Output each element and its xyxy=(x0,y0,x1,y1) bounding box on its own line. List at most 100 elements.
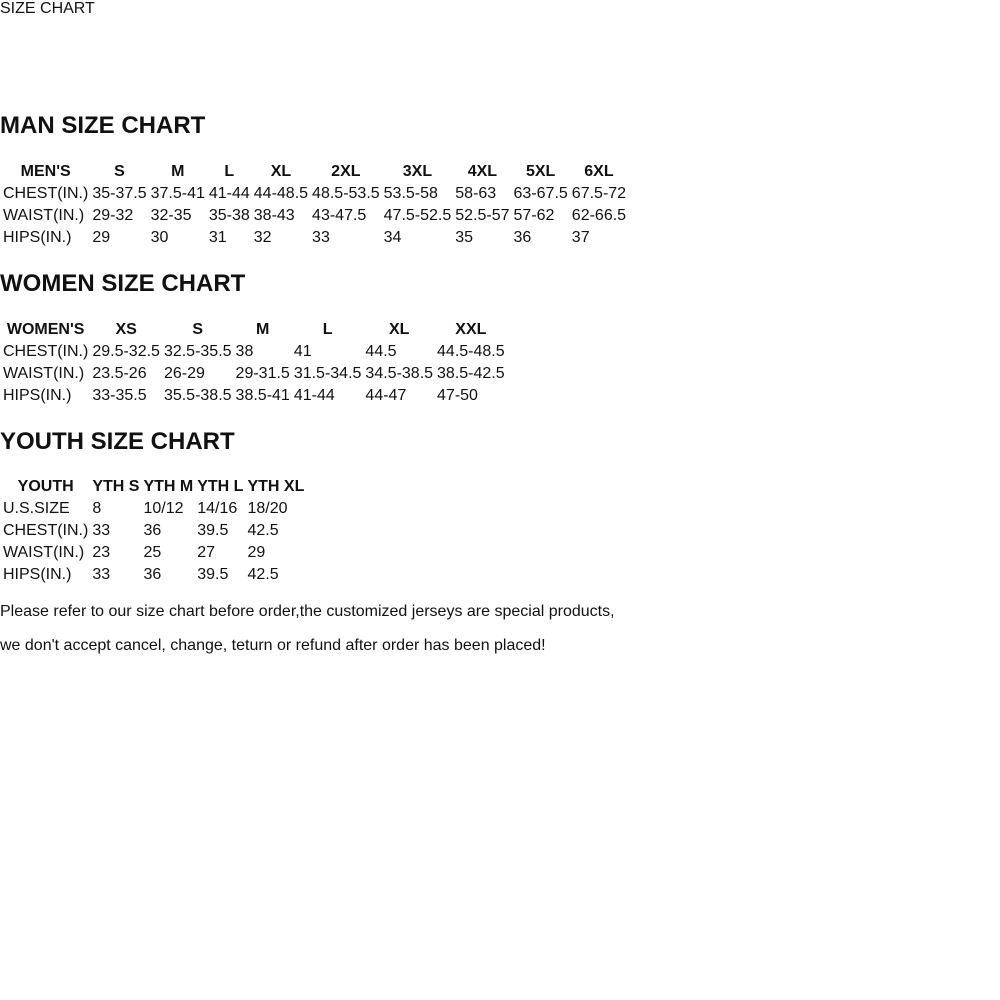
value-cell: 38 xyxy=(235,342,254,360)
size-column-header: S xyxy=(192,320,204,338)
size-column-header: 3XL xyxy=(402,162,433,180)
row-label-cell: HIPS(IN.) xyxy=(3,386,72,404)
value-cell: 33 xyxy=(92,522,111,540)
value-cell: 43-47.5 xyxy=(312,206,367,224)
value-cell: 35-38 xyxy=(208,206,250,224)
size-column-header: YTH L xyxy=(197,478,244,496)
table-title-cell: MEN'S xyxy=(20,162,71,180)
row-label-cell: CHEST(IN.) xyxy=(3,184,89,202)
women-size-chart-heading: WOMEN SIZE CHART xyxy=(0,269,246,297)
value-cell: 36 xyxy=(143,522,162,540)
value-cell: 31 xyxy=(208,228,227,246)
value-cell: 32-35 xyxy=(150,206,192,224)
value-cell: 33 xyxy=(92,566,111,584)
mens-table-container: MEN'S S M L XL 2XL 3XL 4XL 5XL 6XL CHEST(IN.) 35-37… xyxy=(0,160,1000,250)
value-cell: 47.5-52.5 xyxy=(383,206,452,224)
measurement-row: HIPS(IN.) 33 36 39.5 42.5 xyxy=(2,565,305,585)
measurement-row: WAIST(IN.) 23 25 27 29 xyxy=(2,543,305,563)
size-column-header: XL xyxy=(270,162,292,180)
value-cell: 10/12 xyxy=(143,500,184,518)
size-column-header: 2XL xyxy=(331,162,361,180)
value-cell: 32 xyxy=(253,228,272,246)
measurement-row: CHEST(IN.) 35-37.5 37.5-41 41-44 44-48.5 48.5… xyxy=(2,184,627,204)
row-label-cell: HIPS(IN.) xyxy=(3,228,72,246)
page-title: SIZE CHART xyxy=(0,0,95,17)
size-column-header: S xyxy=(114,162,125,180)
value-cell: 67.5-72 xyxy=(571,184,627,202)
value-cell: 31.5-34.5 xyxy=(293,364,362,382)
size-column-header: M xyxy=(171,162,185,180)
value-cell: 53.5-58 xyxy=(383,184,438,202)
value-cell: 63-67.5 xyxy=(513,184,568,202)
value-cell: 25 xyxy=(143,544,162,562)
measurement-row: WAIST(IN.) 23.5-26 26-29 29-31.5 31.5-34.5 34… xyxy=(2,364,506,384)
size-column-header: 5XL xyxy=(525,162,556,180)
size-column-header: YTH M xyxy=(143,478,194,496)
size-column-header: M xyxy=(256,320,270,338)
value-cell: 37.5-41 xyxy=(150,184,205,202)
size-chart-banner: SIZE CHART xyxy=(0,0,1000,92)
value-cell: 33-35.5 xyxy=(92,386,147,404)
table-title-cell: YOUTH xyxy=(17,478,74,496)
value-cell: 8 xyxy=(92,500,102,518)
row-label-cell: U.S.SIZE xyxy=(3,500,70,518)
value-cell: 44-47 xyxy=(365,386,407,404)
measurement-row: HIPS(IN.) 29 30 31 32 33 34 35 36 37 xyxy=(2,228,627,248)
header-row: WOMEN'S XS S M L XL XXL xyxy=(2,320,506,340)
value-cell: 30 xyxy=(150,228,169,246)
value-cell: 57-62 xyxy=(513,206,555,224)
row-label-cell: WAIST(IN.) xyxy=(3,364,85,382)
youth-size-chart-heading: YOUTH SIZE CHART xyxy=(0,427,235,455)
size-column-header: XL xyxy=(389,320,410,338)
order-notice: Please refer to our size chart before or… xyxy=(0,587,1000,671)
value-cell: 38.5-41 xyxy=(235,386,290,404)
value-cell: 52.5-57 xyxy=(455,206,510,224)
value-cell: 36 xyxy=(513,228,532,246)
measurement-row: HIPS(IN.) 33-35.5 35.5-38.5 38.5-41 41-44 44-… xyxy=(2,386,506,406)
header-row: YOUTH YTH S YTH M YTH L YTH XL xyxy=(2,477,305,497)
value-cell: 44.5-48.5 xyxy=(437,342,505,360)
value-cell: 27 xyxy=(197,544,216,562)
value-cell: 37 xyxy=(571,228,590,246)
value-cell: 47-50 xyxy=(437,386,478,404)
row-label-cell: HIPS(IN.) xyxy=(3,566,72,584)
row-label-cell: WAIST(IN.) xyxy=(3,544,85,562)
value-cell: 29 xyxy=(247,544,266,562)
measurement-row: CHEST(IN.) 29.5-32.5 32.5-35.5 38 41 44.5 44.5… xyxy=(2,342,506,362)
measurement-row: CHEST(IN.) 33 36 39.5 42.5 xyxy=(2,521,305,541)
value-cell: 34.5-38.5 xyxy=(365,364,434,382)
value-cell: 29-32 xyxy=(92,206,134,224)
order-notice-line2: we don't accept cancel, change, teturn o… xyxy=(0,637,546,655)
row-label-cell: CHEST(IN.) xyxy=(3,342,89,360)
value-cell: 29 xyxy=(92,228,111,246)
value-cell: 18/20 xyxy=(247,500,288,518)
size-column-header: XS xyxy=(115,320,137,338)
value-cell: 23.5-26 xyxy=(92,364,147,382)
value-cell: 44.5 xyxy=(365,342,397,360)
size-column-header: L xyxy=(224,162,235,180)
value-cell: 39.5 xyxy=(197,566,229,584)
value-cell: 38-43 xyxy=(253,206,295,224)
header-row: MEN'S S M L XL 2XL 3XL 4XL 5XL 6XL xyxy=(2,162,627,182)
size-column-header: 6XL xyxy=(584,162,614,180)
value-cell: 42.5 xyxy=(247,566,279,584)
order-notice-line1: Please refer to our size chart before or… xyxy=(0,603,615,621)
measurement-row: WAIST(IN.) 29-32 32-35 35-38 38-43 43-47.5 47.… xyxy=(2,206,627,226)
size-column-header: L xyxy=(322,320,333,338)
youth-size-table: YOUTH YTH S YTH M YTH L YTH XL U.S.SIZE 8 10/12… xyxy=(0,475,307,587)
row-label-cell: CHEST(IN.) xyxy=(3,522,89,540)
value-cell: 41-44 xyxy=(208,184,250,202)
value-cell: 23 xyxy=(92,544,111,562)
size-column-header: 4XL xyxy=(467,162,498,180)
youth-table-container: YOUTH YTH S YTH M YTH L YTH XL U.S.SIZE 8 10/12… xyxy=(0,475,1000,587)
value-cell: 41-44 xyxy=(293,386,335,404)
value-cell: 35-37.5 xyxy=(92,184,147,202)
value-cell: 62-66.5 xyxy=(571,206,627,224)
value-cell: 35 xyxy=(455,228,474,246)
value-cell: 29.5-32.5 xyxy=(92,342,160,360)
table-title-cell: WOMEN'S xyxy=(6,320,85,338)
value-cell: 29-31.5 xyxy=(235,364,290,382)
womens-size-table: WOMEN'S XS S M L XL XXL CHEST(IN.) 29.5-32.5 32.5… xyxy=(0,318,508,408)
value-cell: 39.5 xyxy=(197,522,229,540)
